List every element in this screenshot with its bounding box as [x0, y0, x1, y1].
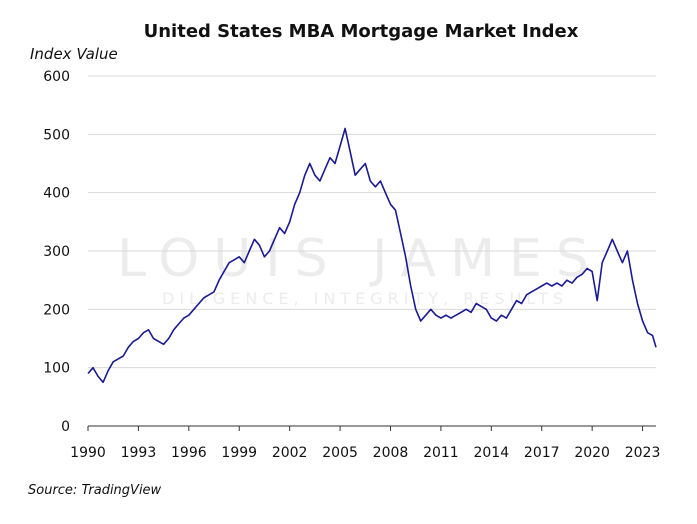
x-tick-label: 2014 [473, 445, 509, 461]
x-tick-label: 2020 [574, 445, 610, 461]
watermark-title: LOUIS JAMES [117, 229, 603, 289]
y-axis: 0 100 200 300 400 500 600 [43, 69, 70, 435]
x-tick-label: 2005 [322, 445, 358, 461]
x-tick-label: 1999 [221, 445, 257, 461]
x-tick-label: 2011 [423, 445, 459, 461]
y-tick-label: 600 [43, 69, 70, 85]
y-tick-label: 400 [43, 186, 70, 202]
chart-title: United States MBA Mortgage Market Index [144, 21, 579, 42]
x-tick-label: 2023 [625, 445, 661, 461]
x-axis: 1990 1993 1996 1999 2002 2005 2008 2011 2014 2017… [70, 425, 661, 461]
gridlines [88, 75, 656, 369]
y-tick-label: 200 [43, 302, 70, 318]
source-note: Source: TradingView [28, 483, 162, 498]
x-tick-label: 1993 [121, 445, 157, 461]
x-tick-label: 1996 [171, 445, 207, 461]
y-tick-label: 0 [61, 419, 70, 435]
y-axis-label: Index Value [30, 45, 118, 63]
x-tick-label: 2017 [524, 445, 560, 461]
y-tick-label: 100 [43, 361, 70, 377]
series-line [87, 127, 657, 384]
x-tick-label: 2008 [373, 445, 409, 461]
y-tick-label: 300 [43, 244, 70, 260]
y-tick-label: 500 [43, 127, 70, 143]
watermark-tagline: DILIGENCE, INTEGRITY, RESULTS [162, 289, 568, 308]
x-tick-label: 2002 [272, 445, 308, 461]
x-tick-label: 1990 [70, 445, 106, 461]
watermark: LOUIS JAMES DILIGENCE, INTEGRITY, RESULT… [117, 229, 603, 308]
series-group [87, 127, 657, 384]
